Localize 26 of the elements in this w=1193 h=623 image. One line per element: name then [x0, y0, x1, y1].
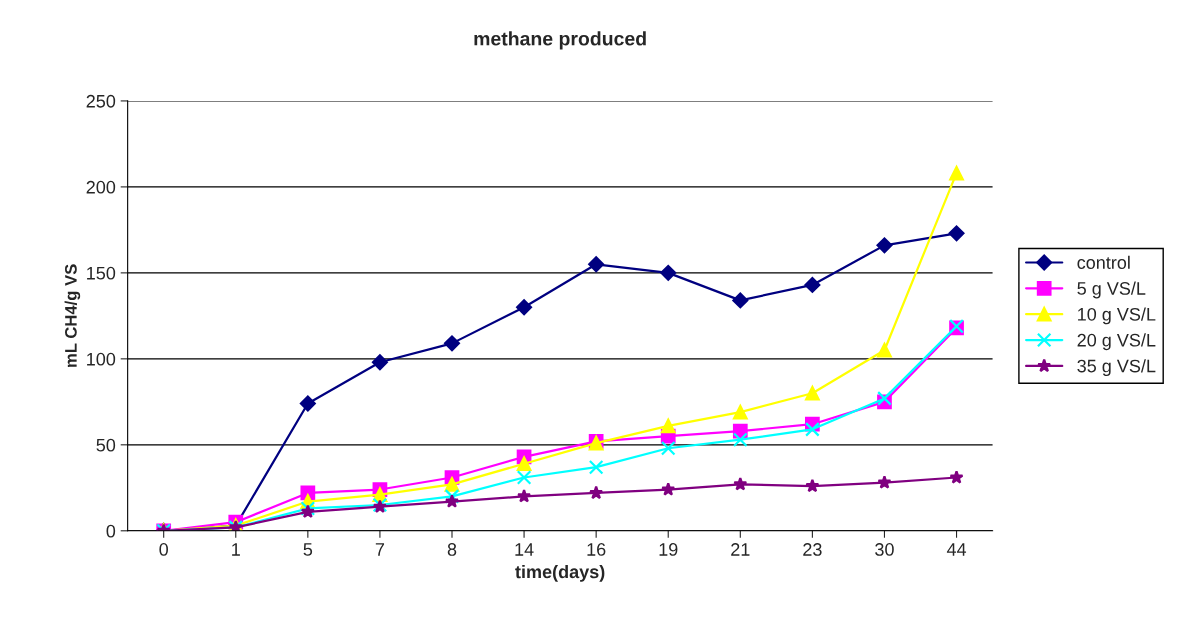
x-tick-label: 21: [731, 543, 750, 556]
legend-label: 5 g VS/L: [1077, 281, 1146, 299]
x-tick-label: 44: [946, 543, 967, 556]
y-tick-label: 250: [86, 94, 116, 108]
y-tick-label: 150: [87, 266, 116, 280]
x-tick-label: 14: [515, 543, 534, 556]
x-tick-label: 23: [803, 543, 822, 556]
x-tick-label: 19: [659, 543, 678, 556]
legend-label: 35 g VS/L: [1077, 359, 1156, 376]
x-tick-label: 7: [375, 543, 385, 556]
x-axis-title: time(days): [515, 564, 605, 582]
x-tick-label: 1: [232, 543, 240, 556]
y-tick-label: 100: [87, 352, 116, 366]
legend-label: 10 g VS/L: [1078, 307, 1156, 325]
chart-title: methane produced: [474, 31, 646, 50]
y-axis-title: mL CH4/g VS: [64, 264, 81, 367]
x-tick-label: 0: [159, 543, 168, 556]
y-tick-label: 200: [86, 180, 116, 194]
x-tick-label: 16: [587, 543, 606, 556]
x-tick-label: 8: [447, 543, 457, 556]
y-tick-label: 0: [106, 524, 116, 538]
x-tick-label: 5: [303, 543, 313, 556]
legend-label: 20 g VS/L: [1077, 333, 1156, 351]
legend-label: control: [1077, 255, 1130, 269]
x-tick-label: 30: [875, 543, 894, 556]
y-tick-label: 50: [96, 438, 116, 452]
